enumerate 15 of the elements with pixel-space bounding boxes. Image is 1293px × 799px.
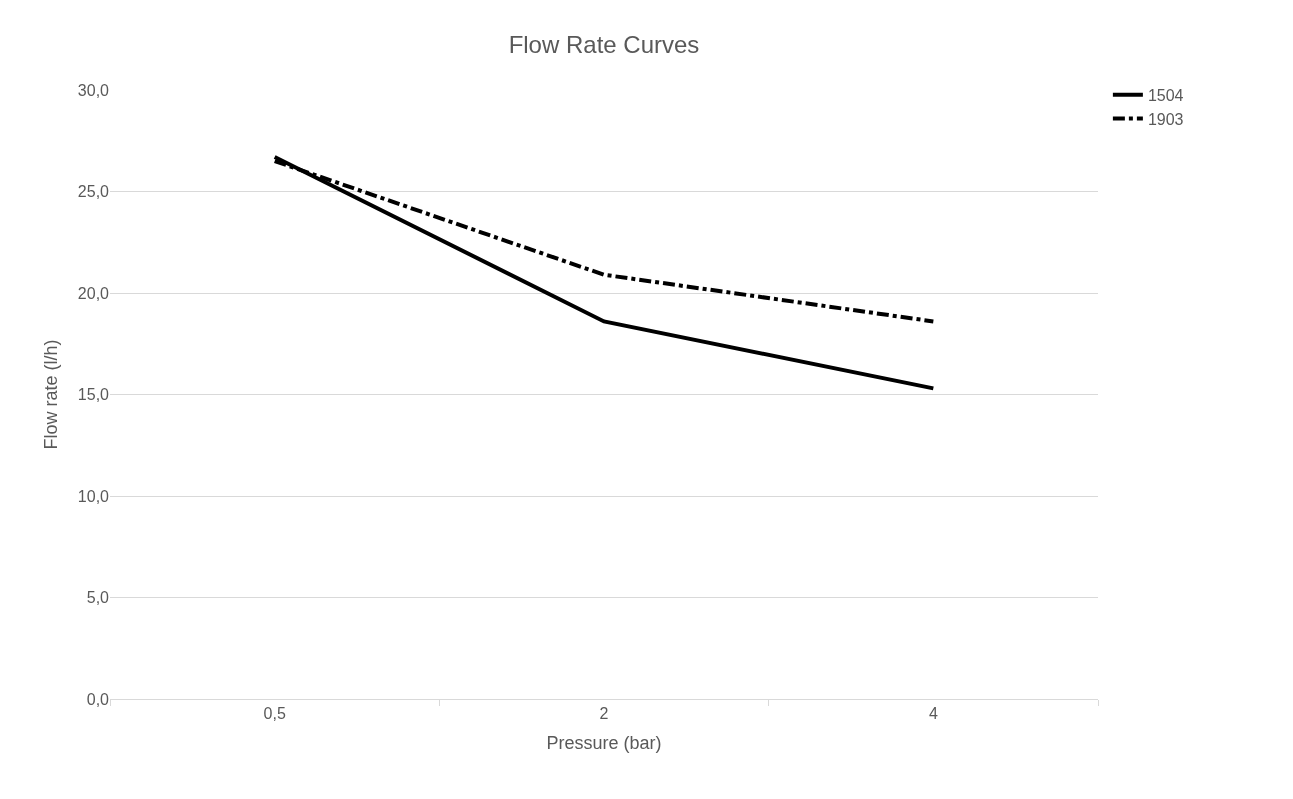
x-tick-label: 0,5 — [263, 705, 286, 723]
chart-title: Flow Rate Curves — [508, 30, 700, 58]
y-tick-label: 15,0 — [77, 386, 110, 404]
y-tick-label: 0,0 — [86, 690, 110, 708]
y-tick-label: 5,0 — [86, 589, 110, 607]
y-tick-label: 30,0 — [77, 81, 110, 99]
x-axis-title: Pressure (bar) — [546, 733, 662, 754]
y-tick-label: 10,0 — [77, 487, 110, 505]
y-axis-title: Flow rate (l/h) — [41, 339, 62, 450]
y-tick-label: 25,0 — [77, 183, 110, 201]
x-tick-label: 2 — [599, 705, 609, 723]
x-tick-label: 4 — [928, 705, 938, 723]
legend-label: 1903 — [1147, 110, 1184, 128]
y-tick-label: 20,0 — [77, 284, 110, 302]
legend-label: 1504 — [1147, 86, 1184, 104]
